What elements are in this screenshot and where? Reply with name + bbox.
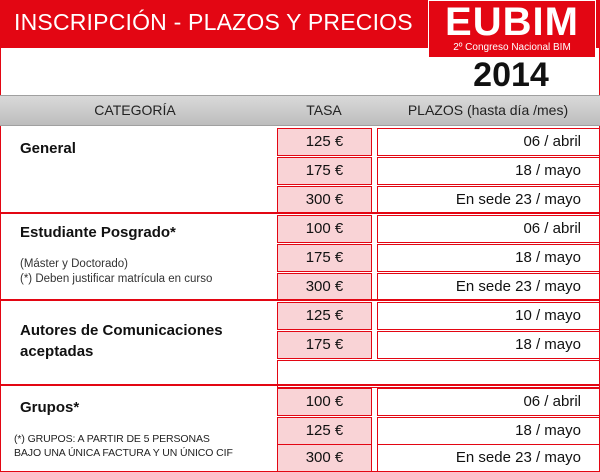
tasa-cell: 125 € bbox=[277, 128, 372, 156]
plazo-cell: En sede 23 / mayo bbox=[377, 444, 600, 472]
plazo-cell: 18 / mayo bbox=[377, 331, 600, 359]
plazo-cell: 06 / abril bbox=[377, 388, 600, 416]
tasa-cell: 125 € bbox=[277, 417, 372, 445]
column-header-plazos: PLAZOS (hasta día /mes) bbox=[407, 102, 569, 118]
empty-row bbox=[277, 360, 600, 388]
column-header-categoria: CATEGORÍA bbox=[94, 102, 176, 118]
group-divider bbox=[0, 212, 600, 214]
category-note: (*) Deben justificar matrícula en curso bbox=[20, 273, 213, 285]
plazo-cell: 06 / abril bbox=[377, 128, 600, 156]
logo-year: 2014 bbox=[473, 56, 549, 94]
category-general: General bbox=[20, 140, 76, 157]
plazo-cell: 06 / abril bbox=[377, 215, 600, 243]
eubim-logo: EUBIM 2º Congreso Nacional BIM bbox=[428, 0, 596, 58]
tasa-cell: 300 € bbox=[277, 273, 372, 301]
tasa-cell: 175 € bbox=[277, 244, 372, 272]
category-note: (Máster y Doctorado) bbox=[20, 258, 129, 270]
tasa-cell: 175 € bbox=[277, 331, 372, 359]
tasa-cell: 300 € bbox=[277, 186, 372, 214]
category-note: BAJO UNA ÚNICA FACTURA Y UN ÚNICO CIF bbox=[14, 447, 233, 459]
tasa-cell: 300 € bbox=[277, 444, 372, 472]
column-header-bar: CATEGORÍA TASA PLAZOS (hasta día /mes) bbox=[0, 95, 600, 126]
tasa-cell: 100 € bbox=[277, 388, 372, 416]
column-header-tasa: TASA bbox=[306, 102, 342, 118]
page-title: INSCRIPCIÓN - PLAZOS Y PRECIOS bbox=[14, 9, 413, 35]
tasa-cell: 100 € bbox=[277, 215, 372, 243]
plazo-cell: En sede 23 / mayo bbox=[377, 186, 600, 214]
category-note: (*) GRUPOS: A PARTIR DE 5 PERSONAS bbox=[14, 433, 210, 445]
plazo-cell: 18 / mayo bbox=[377, 157, 600, 185]
category-autores-line2: aceptadas bbox=[20, 343, 94, 360]
category-estudiante-posgrado: Estudiante Posgrado* bbox=[20, 224, 176, 241]
category-grupos: Grupos* bbox=[20, 399, 80, 416]
logo-word: EUBIM bbox=[445, 0, 579, 44]
category-autores: Autores de Comunicaciones bbox=[20, 322, 223, 339]
plazo-cell: En sede 23 / mayo bbox=[377, 273, 600, 301]
logo-subtitle: 2º Congreso Nacional BIM bbox=[453, 42, 571, 53]
group-divider bbox=[0, 299, 600, 301]
group-divider bbox=[0, 384, 600, 386]
tasa-cell: 175 € bbox=[277, 157, 372, 185]
plazo-cell: 18 / mayo bbox=[377, 244, 600, 272]
tasa-cell: 125 € bbox=[277, 302, 372, 330]
plazo-cell: 18 / mayo bbox=[377, 417, 600, 445]
plazo-cell: 10 / mayo bbox=[377, 302, 600, 330]
